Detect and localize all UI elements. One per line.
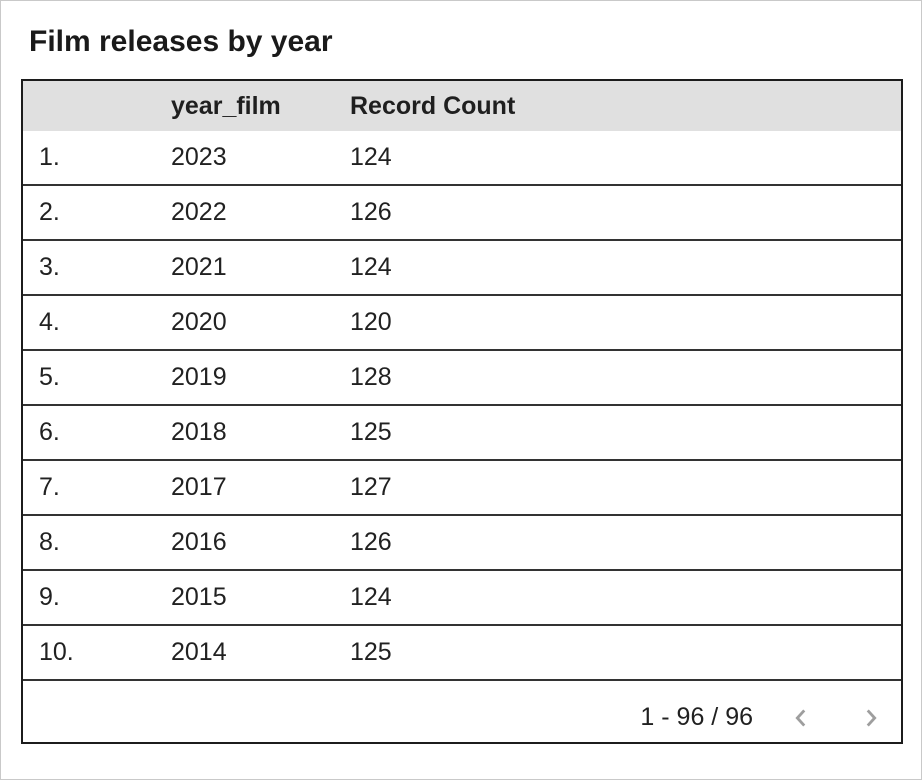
table-row[interactable]: 3. 2021 124 (23, 241, 901, 296)
year-film-cell: 2020 (171, 308, 227, 336)
record-count-cell: 127 (350, 473, 392, 501)
table-row[interactable]: 10. 2014 125 (23, 626, 901, 681)
chevron-right-icon (858, 705, 884, 731)
row-number-cell: 3. (39, 253, 60, 281)
record-count-cell: 124 (350, 583, 392, 611)
header-cell-record-count[interactable]: Record Count (350, 91, 516, 120)
table-row[interactable]: 5. 2019 128 (23, 351, 901, 406)
chart-title: Film releases by year (29, 25, 333, 58)
pagination-prev-button[interactable] (779, 696, 823, 740)
chevron-left-icon (788, 705, 814, 731)
row-number-cell: 2. (39, 198, 60, 226)
record-count-cell: 124 (350, 143, 392, 171)
table-row[interactable]: 2. 2022 126 (23, 186, 901, 241)
table-pagination-bar: 1 - 96 / 96 (23, 681, 901, 742)
year-film-cell: 2021 (171, 253, 227, 281)
year-film-cell: 2018 (171, 418, 227, 446)
year-film-cell: 2019 (171, 363, 227, 391)
year-film-cell: 2014 (171, 638, 227, 666)
table-card: year_film Record Count 1. 2023 124 2. 20… (21, 79, 903, 744)
record-count-cell: 126 (350, 528, 392, 556)
year-film-cell: 2023 (171, 143, 227, 171)
record-count-cell: 125 (350, 418, 392, 446)
table-row[interactable]: 4. 2020 120 (23, 296, 901, 351)
row-number-cell: 9. (39, 583, 60, 611)
year-film-cell: 2016 (171, 528, 227, 556)
table-row[interactable]: 6. 2018 125 (23, 406, 901, 461)
record-count-cell: 124 (350, 253, 392, 281)
year-film-cell: 2017 (171, 473, 227, 501)
table-header-row: year_film Record Count (23, 81, 901, 131)
year-film-cell: 2022 (171, 198, 227, 226)
row-number-cell: 6. (39, 418, 60, 446)
record-count-cell: 128 (350, 363, 392, 391)
row-number-cell: 4. (39, 308, 60, 336)
record-count-cell: 126 (350, 198, 392, 226)
record-count-cell: 120 (350, 308, 392, 336)
row-number-cell: 1. (39, 143, 60, 171)
pagination-next-button[interactable] (849, 696, 893, 740)
table-row[interactable]: 9. 2015 124 (23, 571, 901, 626)
row-number-cell: 7. (39, 473, 60, 501)
record-count-cell: 125 (350, 638, 392, 666)
table-row[interactable]: 1. 2023 124 (23, 131, 901, 186)
row-number-cell: 10. (39, 638, 74, 666)
table-row[interactable]: 7. 2017 127 (23, 461, 901, 516)
row-number-cell: 5. (39, 363, 60, 391)
row-number-cell: 8. (39, 528, 60, 556)
pagination-range-label: 1 - 96 / 96 (640, 703, 753, 731)
header-cell-year-film[interactable]: year_film (171, 91, 281, 120)
table-row[interactable]: 8. 2016 126 (23, 516, 901, 571)
year-film-cell: 2015 (171, 583, 227, 611)
